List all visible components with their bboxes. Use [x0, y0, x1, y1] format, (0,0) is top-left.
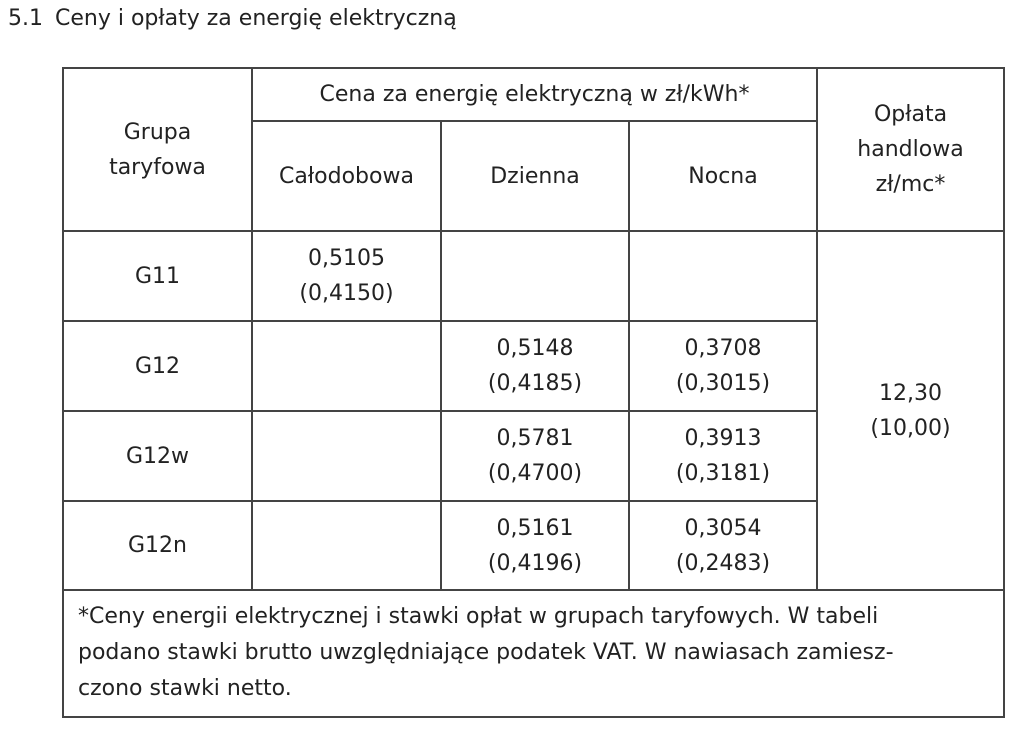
footnote-row: *Ceny energii elektrycznej i stawki opła… — [62, 589, 1005, 718]
price-cell — [251, 410, 442, 502]
price-net: (0,3181) — [675, 461, 771, 486]
header-cell: Cena za energię elektryczną w zł/kWh* — [251, 67, 818, 122]
data-row: G12 0,5148 (0,4185) 0,3708 (0,3015) — [62, 320, 1004, 412]
price-cell: 0,5105 (0,4150) — [251, 230, 442, 322]
data-row: G11 0,5105 (0,4150) 12,30 (10,00) — [62, 230, 1005, 591]
group-cell: G12n — [62, 500, 253, 591]
price-cell: 0,5781 (0,4700) — [440, 410, 630, 502]
price-net: (0,2483) — [675, 550, 771, 576]
header-line: Opłata — [873, 102, 948, 127]
header-line: zł/mc* — [875, 172, 946, 197]
footnote-line: podano stawki brutto uwzględniające poda… — [78, 639, 894, 665]
price-cell: 0,5148 (0,4185) — [440, 320, 630, 412]
price-cell — [251, 320, 442, 412]
footnote: *Ceny energii elektrycznej i stawki opła… — [62, 589, 1005, 718]
price-cell: 0,3913 (0,3181) — [628, 410, 818, 502]
section-heading: 5.1 Ceny i opłaty za energię elektryczną — [8, 6, 457, 31]
header-row: Całodobowa Dzienna Nocna — [63, 120, 1004, 232]
section-number: 5.1 — [8, 6, 43, 31]
price-net: (0,4150) — [299, 281, 394, 306]
fee-cell: 12,30 (10,00) — [816, 230, 1005, 591]
header-line: Grupa — [123, 119, 192, 145]
group-cell: G12 — [62, 320, 253, 412]
price-gross: 0,3913 — [684, 426, 762, 451]
price-cell: 0,3708 (0,3015) — [628, 320, 818, 412]
section-title: Ceny i opłaty za energię elektryczną — [55, 6, 457, 31]
price-net: (0,4700) — [487, 461, 583, 486]
price-gross: 0,5781 — [496, 426, 574, 451]
price-net: (0,4185) — [487, 371, 583, 396]
price-cell: 0,5161 (0,4196) — [440, 500, 630, 591]
group-cell: G12w — [62, 410, 253, 502]
column-header: Nocna — [628, 120, 818, 232]
price-gross: 12,30 — [879, 380, 942, 406]
price-net: (0,3015) — [675, 371, 771, 396]
price-gross: 0,5148 — [496, 336, 574, 361]
column-header: Dzienna — [440, 120, 630, 232]
price-cell: 0,3054 (0,2483) — [628, 500, 818, 591]
price-net: (10,00) — [870, 415, 951, 441]
header-cell: Grupa taryfowa — [62, 67, 253, 232]
footnote-line: *Ceny energii elektrycznej i stawki opła… — [78, 603, 879, 629]
footnote-line: czono stawki netto. — [78, 675, 292, 701]
tariff-table: Grupa taryfowa Cena za energię elektryczną… — [62, 67, 1005, 718]
price-gross: 0,3054 — [684, 515, 762, 541]
header-cell: Opłata handlowa zł/mc* — [816, 67, 1005, 232]
price-gross: 0,3708 — [684, 336, 762, 361]
header-row: Grupa taryfowa Cena za energię elektryczną… — [62, 67, 1005, 232]
price-cell — [251, 500, 442, 591]
price-cell — [628, 230, 818, 322]
price-gross: 0,5105 — [308, 246, 385, 271]
data-row: G12w 0,5781 (0,4700) 0,3913 (0,3181) — [62, 410, 1004, 502]
price-gross: 0,5161 — [496, 515, 574, 541]
group-cell: G11 — [62, 230, 253, 322]
price-net: (0,4196) — [487, 550, 583, 576]
header-line: handlowa — [857, 137, 964, 162]
price-cell — [440, 230, 630, 322]
header-line: taryfowa — [109, 154, 206, 180]
data-row: G12n 0,5161 (0,4196) 0,3054 (0,2483) — [62, 500, 1004, 591]
column-header: Całodobowa — [251, 120, 442, 232]
